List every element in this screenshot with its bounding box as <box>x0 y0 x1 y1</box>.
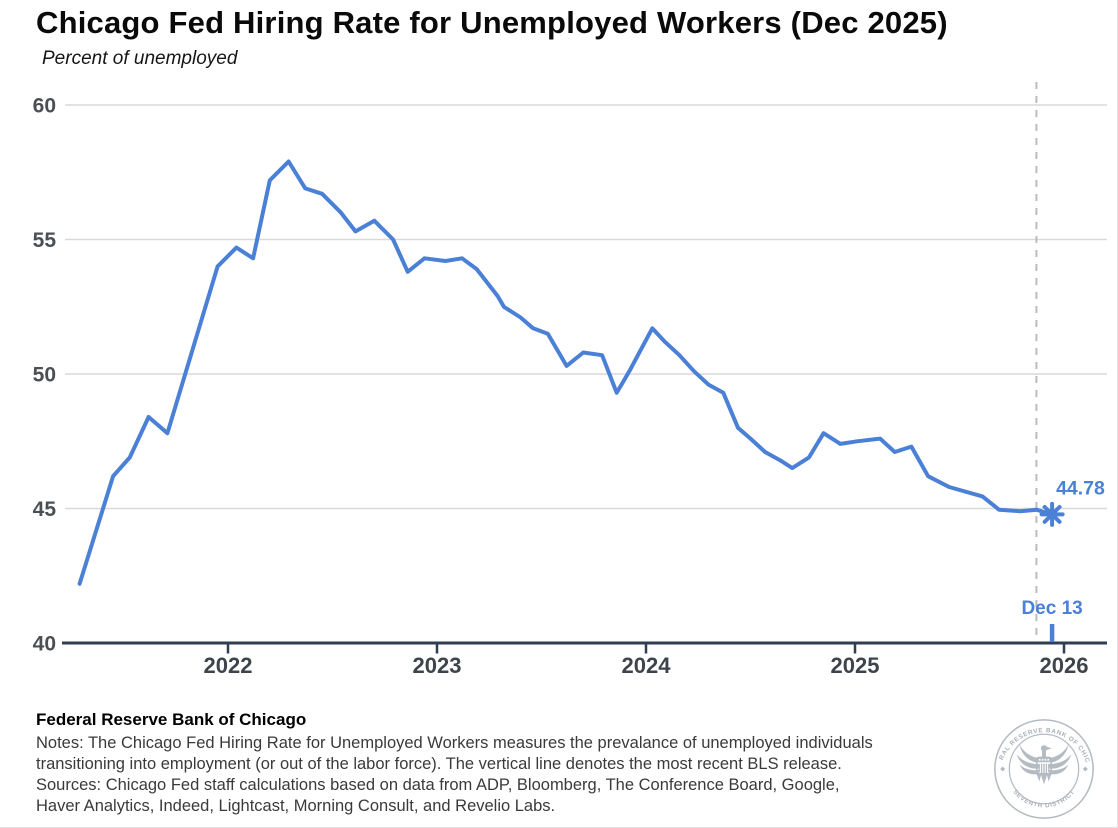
hiring-rate-line-chart: 40 45 50 55 60 2022 2023 2024 2025 2026 Dec 13 44.7… <box>33 82 1107 678</box>
last-date-label: Dec 13 <box>1021 598 1082 619</box>
chart-title: Chicago Fed Hiring Rate for Unemployed W… <box>36 5 948 40</box>
x-tick-label-2024: 2024 <box>622 653 672 678</box>
y-tick-label-50: 50 <box>33 364 56 387</box>
footer: Federal Reserve Bank of Chicago Notes: T… <box>36 710 986 817</box>
seal-left-star <box>1000 766 1006 772</box>
eagle-emblem <box>1016 743 1072 785</box>
y-tick-label-40: 40 <box>33 633 56 656</box>
footer-org-name: Federal Reserve Bank of Chicago <box>36 710 307 729</box>
seal-inner-ring <box>1008 733 1080 805</box>
x-tick-label-2026: 2026 <box>1040 653 1089 678</box>
seal-ring-text-bottom: SEVENTH DISTRICT <box>1011 789 1076 810</box>
x-tick-label-2022: 2022 <box>204 653 253 678</box>
seal-right-star <box>1082 766 1088 772</box>
footer-sources-line-2: Haver Analytics, Indeed, Lightcast, Morn… <box>36 797 556 815</box>
seal-outer-ring <box>994 719 1094 819</box>
x-tick-label-2025: 2025 <box>831 653 880 678</box>
last-value-label: 44.78 <box>1056 477 1105 499</box>
hiring-rate-series-line <box>77 159 1054 586</box>
x-tick-label-2023: 2023 <box>413 653 462 678</box>
footer-notes-line-2: transitioning into employment (or out of… <box>36 755 842 773</box>
y-tick-label-55: 55 <box>33 229 57 252</box>
last-point-asterisk-marker <box>1042 504 1062 524</box>
chart-subtitle: Percent of unemployed <box>42 48 238 69</box>
footer-sources-line-1: Sources: Chicago Fed staff calculations … <box>36 776 840 794</box>
y-tick-label-60: 60 <box>33 95 56 118</box>
chicago-fed-seal-logo: FEDERAL RESERVE BANK OF CHICAGO SEVENTH … <box>991 716 1094 819</box>
footer-notes-line-1: Notes: The Chicago Fed Hiring Rate for U… <box>36 734 873 752</box>
y-tick-label-45: 45 <box>33 498 57 521</box>
